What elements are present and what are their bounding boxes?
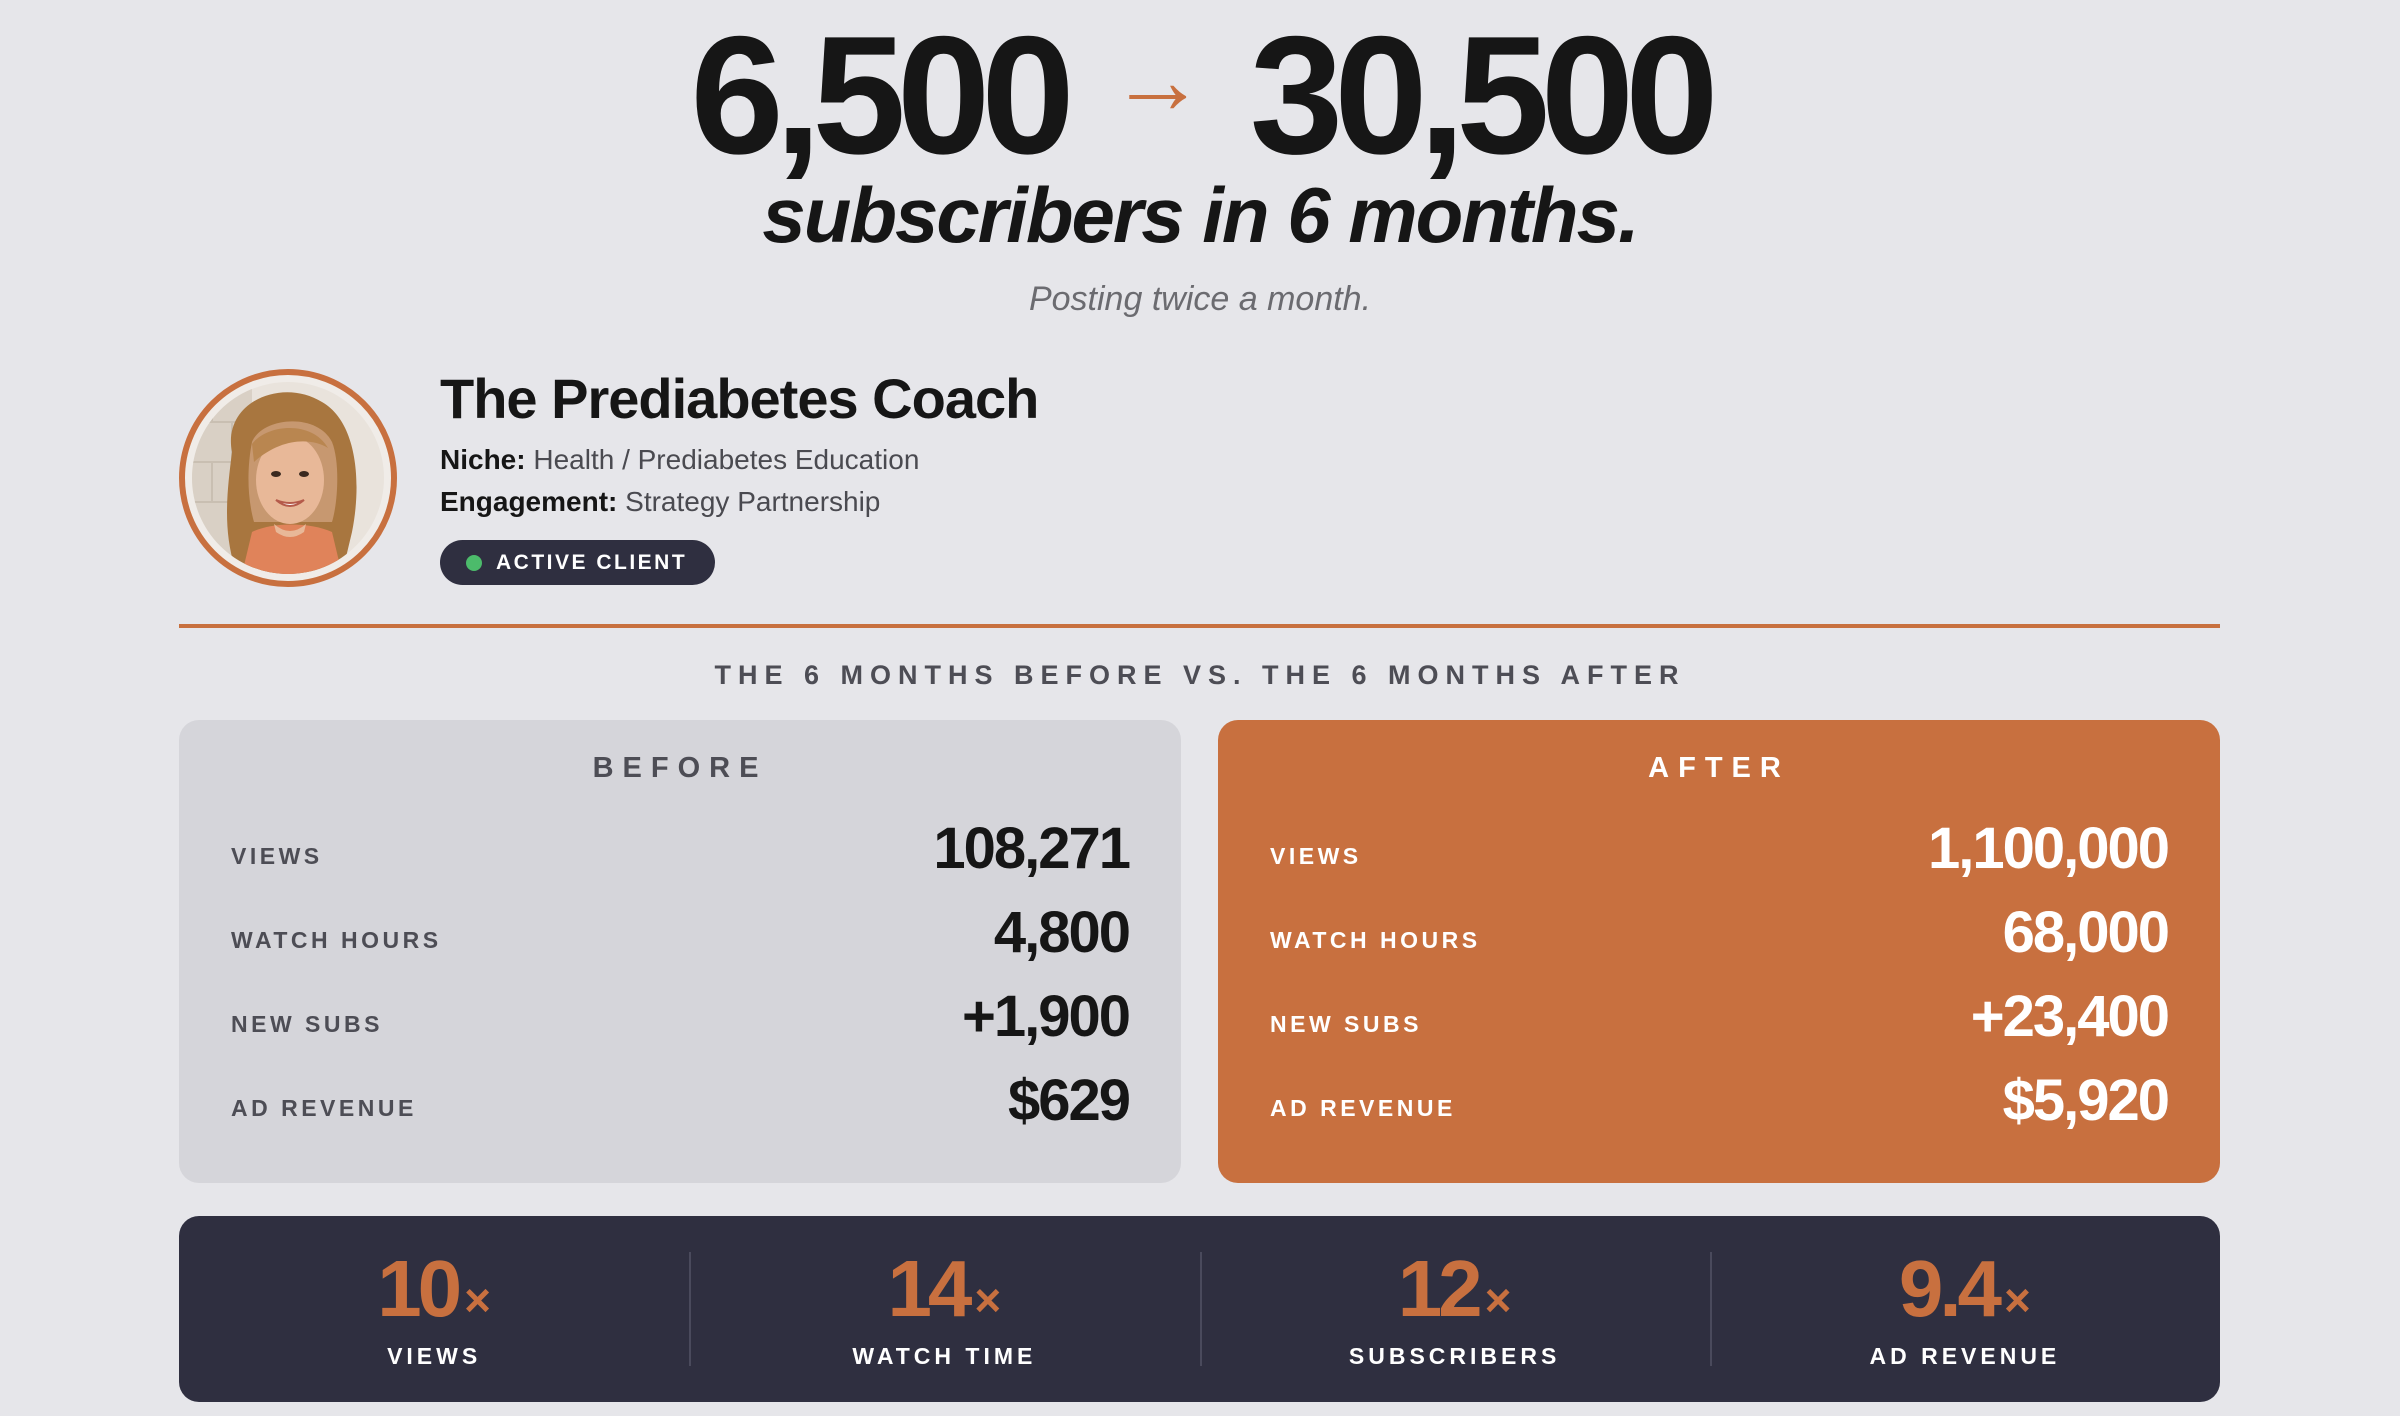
before-panel-title: BEFORE (592, 752, 768, 784)
after-panel: AFTER (1218, 720, 2220, 1183)
multiplier-label: WATCH TIME (852, 1342, 1037, 1369)
hero-from-count: 6,500 (690, 1, 1074, 189)
multiplier-number: 14 (887, 1243, 972, 1333)
multiplier-number: 9.4 (1898, 1243, 2002, 1333)
before-row-views: VIEWS 108,271 (231, 808, 1131, 881)
client-engagement: Engagement: Strategy Partnership (440, 486, 880, 518)
multiplier-x-icon: × (1484, 1273, 1512, 1326)
engagement-label: Engagement: (440, 486, 618, 517)
multiplier-number: 12 (1397, 1243, 1483, 1333)
multipliers-bar: 10 × VIEWS 14 × WATCH TIME 12 × SUBSCRIB… (179, 1216, 2220, 1402)
niche-label: Niche: (440, 444, 526, 475)
stat-label: WATCH HOURS (231, 927, 442, 953)
multiplier-value: 9.4 × (1898, 1243, 2031, 1333)
after-row-new-subs: NEW SUBS +23,400 (1270, 976, 2170, 1049)
stat-label: NEW SUBS (1270, 1011, 1422, 1037)
status-dot-icon (466, 554, 482, 571)
status-badge: ACTIVE CLIENT (440, 540, 716, 585)
multiplier-value: 10 × (377, 1243, 492, 1333)
stat-value: $629 (1007, 1068, 1131, 1133)
multiplier-x-icon: × (974, 1273, 1002, 1326)
niche-value: Health / Prediabetes Education (533, 444, 920, 475)
stat-label: VIEWS (1270, 843, 1362, 869)
multiplier-number: 10 (377, 1243, 462, 1333)
multiplier-label: SUBSCRIBERS (1348, 1342, 1561, 1369)
hero-arrow-icon: → (1109, 27, 1206, 134)
multiplier-label: AD REVENUE (1869, 1342, 2061, 1369)
stat-value: +23,400 (1970, 984, 2170, 1049)
multiplier-ad-revenue: 9.4 × AD REVENUE (1709, 1216, 2220, 1402)
after-row-views: VIEWS 1,100,000 (1270, 808, 2170, 881)
stat-value: 108,271 (933, 816, 1131, 881)
multiplier-views: 10 × VIEWS (179, 1216, 689, 1402)
stat-label: WATCH HOURS (1270, 927, 1481, 953)
stat-value: 1,100,000 (1927, 816, 2170, 881)
multiplier-label: VIEWS (387, 1342, 482, 1369)
hero-to-count: 30,500 (1249, 1, 1719, 189)
multiplier-value: 12 × (1397, 1243, 1512, 1333)
hero-numbers: 6,500 → 30,500 (0, 0, 2400, 190)
before-row-ad-revenue: AD REVENUE $629 (231, 1060, 1131, 1133)
stat-value: $5,920 (2002, 1068, 2170, 1133)
after-row-ad-revenue: AD REVENUE $5,920 (1270, 1060, 2170, 1133)
stat-value: +1,900 (961, 984, 1131, 1049)
client-name: The Prediabetes Coach (440, 367, 1039, 430)
stat-label: VIEWS (231, 843, 323, 869)
multiplier-subscribers: 12 × SUBSCRIBERS (1199, 1216, 1710, 1402)
stat-label: AD REVENUE (231, 1095, 417, 1121)
multiplier-x-icon: × (2004, 1273, 2031, 1326)
stat-label: NEW SUBS (231, 1011, 383, 1037)
client-photo-icon (192, 382, 384, 574)
engagement-value: Strategy Partnership (625, 486, 881, 517)
multiplier-value: 14 × (887, 1243, 1002, 1333)
after-row-watch-hours: WATCH HOURS 68,000 (1270, 892, 2170, 965)
client-niche: Niche: Health / Prediabetes Education (440, 444, 919, 476)
stat-label: AD REVENUE (1270, 1095, 1456, 1121)
before-row-watch-hours: WATCH HOURS 4,800 (231, 892, 1131, 965)
after-panel-title: AFTER (1648, 752, 1790, 784)
hero-subline: Posting twice a month. (1028, 280, 1372, 318)
section-divider (179, 624, 2220, 628)
stat-value: 68,000 (2002, 900, 2170, 965)
comparison-title: THE 6 MONTHS BEFORE VS. THE 6 MONTHS AFT… (714, 660, 1686, 690)
stat-value: 4,800 (993, 900, 1131, 965)
multiplier-x-icon: × (464, 1273, 492, 1326)
before-row-new-subs: NEW SUBS +1,900 (231, 976, 1131, 1049)
before-panel: BEFORE (179, 720, 1181, 1183)
hero-headline: subscribers in 6 months. (762, 171, 1639, 259)
client-avatar (179, 369, 397, 587)
multiplier-watch-time: 14 × WATCH TIME (689, 1216, 1199, 1402)
status-badge-label: ACTIVE CLIENT (496, 550, 688, 574)
